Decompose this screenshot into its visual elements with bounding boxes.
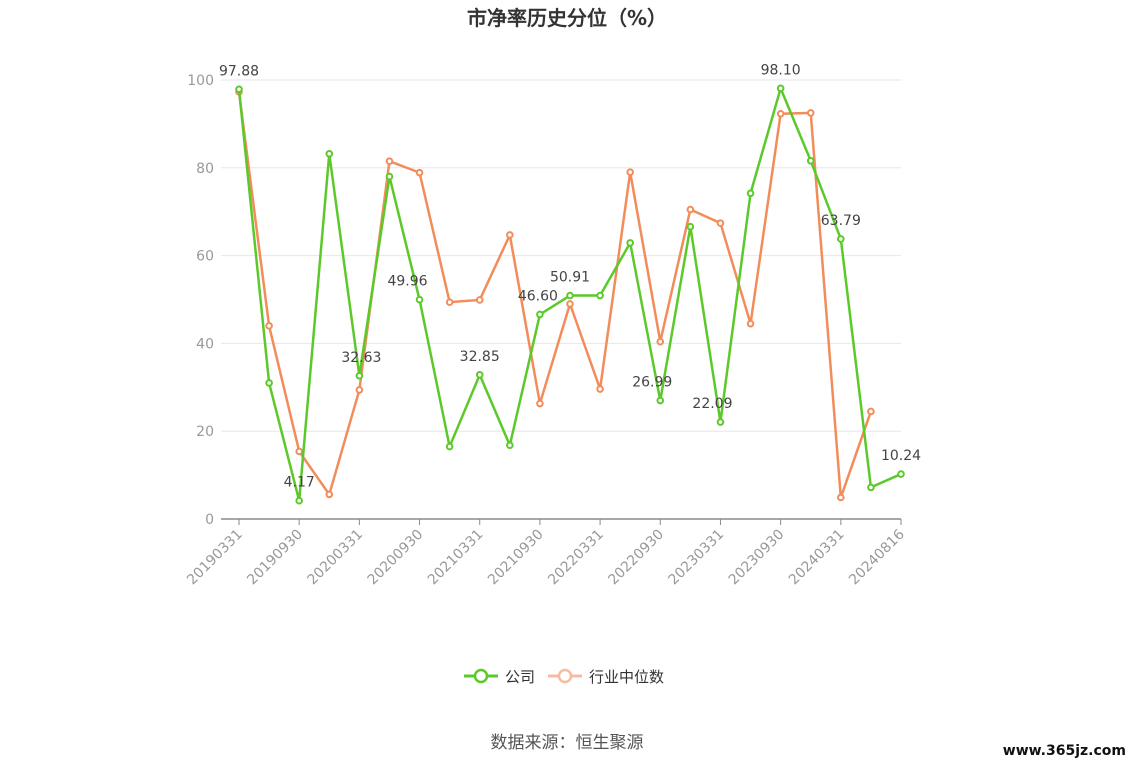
data-label: 98.10 [761, 62, 801, 78]
data-point[interactable] [566, 300, 574, 308]
data-point[interactable] [626, 239, 634, 247]
data-point[interactable] [445, 298, 454, 306]
data-point[interactable] [746, 189, 755, 198]
x-tick-label: 20210331 [425, 527, 487, 589]
data-point[interactable] [506, 441, 514, 450]
x-tick-label: 20230930 [726, 527, 788, 589]
data-point[interactable] [385, 157, 394, 166]
y-tick-label: 60 [196, 249, 214, 265]
legend[interactable]: 公司 行业中位数 [464, 668, 664, 686]
data-labels: 97.88 4.17 32.63 49.96 32.85 46.60 50.91 26.99 2… [219, 62, 921, 490]
data-point[interactable] [776, 110, 785, 118]
data-label: 22.09 [692, 396, 732, 412]
data-point[interactable] [806, 156, 815, 165]
data-point[interactable] [536, 310, 544, 319]
x-tick-label: 20220930 [605, 527, 667, 589]
data-label: 46.60 [518, 288, 558, 304]
data-point[interactable] [265, 322, 273, 330]
data-point[interactable] [837, 235, 845, 243]
y-tick-label: 40 [196, 336, 214, 352]
data-point[interactable] [596, 291, 604, 300]
data-point[interactable] [325, 490, 334, 499]
axes: 0 20 40 60 80 100 2019033120190930202003312020… [184, 73, 908, 588]
data-point[interactable] [837, 493, 845, 502]
data-label: 32.85 [460, 349, 500, 365]
data-label: 4.17 [284, 475, 315, 491]
data-point[interactable] [566, 291, 574, 300]
x-tick-label: 20240816 [846, 526, 908, 588]
data-point[interactable] [867, 407, 875, 416]
legend-item-industry-median[interactable]: 行业中位数 [548, 668, 664, 686]
data-point[interactable] [776, 84, 785, 93]
data-point[interactable] [415, 295, 424, 304]
source-text: 数据来源：恒生聚源 [491, 733, 644, 753]
data-point[interactable] [265, 379, 273, 387]
data-point[interactable] [475, 296, 484, 304]
y-tick-label: 100 [187, 73, 214, 89]
legend-item-company[interactable]: 公司 [464, 668, 535, 686]
legend-marker-icon [557, 668, 573, 684]
x-tick-label: 20190930 [244, 527, 306, 589]
legend-marker-icon [473, 668, 489, 684]
data-point[interactable] [716, 418, 725, 426]
data-point[interactable] [897, 470, 905, 478]
data-point[interactable] [295, 496, 303, 505]
data-point[interactable] [686, 205, 695, 214]
data-point[interactable] [536, 399, 544, 408]
data-point[interactable] [445, 442, 454, 451]
x-tick-label: 20220331 [545, 527, 607, 589]
data-point[interactable] [355, 371, 364, 380]
data-point[interactable] [716, 219, 725, 227]
x-tick-label: 20210930 [485, 527, 547, 589]
data-label: 63.79 [821, 213, 861, 229]
legend-label: 行业中位数 [589, 668, 664, 686]
data-label: 32.63 [341, 350, 381, 366]
y-tick-label: 0 [205, 512, 214, 528]
x-tick-label: 20200930 [365, 527, 427, 589]
data-point[interactable] [385, 172, 394, 181]
data-label: 97.88 [219, 63, 259, 79]
data-point[interactable] [415, 168, 424, 177]
data-point[interactable] [656, 396, 665, 405]
y-tick-label: 80 [196, 161, 214, 177]
series-line-industry-median [237, 91, 873, 499]
data-point[interactable] [596, 385, 604, 393]
series-layer [235, 84, 905, 505]
data-point[interactable] [656, 337, 665, 346]
legend-label: 公司 [505, 668, 535, 686]
grid [221, 79, 901, 432]
data-point[interactable] [295, 447, 303, 456]
x-tick-label: 20230331 [666, 527, 728, 589]
watermark: www.365jz.com [1003, 743, 1126, 759]
data-point[interactable] [355, 386, 364, 394]
data-label: 49.96 [387, 274, 427, 290]
x-tick-label: 20240331 [786, 527, 848, 589]
data-label: 50.91 [550, 270, 590, 286]
data-point[interactable] [325, 149, 334, 158]
data-point[interactable] [475, 370, 484, 379]
data-point[interactable] [235, 85, 243, 94]
data-label: 26.99 [632, 375, 672, 391]
x-tick-label: 20200331 [304, 527, 366, 589]
data-point[interactable] [626, 168, 634, 176]
data-point[interactable] [867, 483, 875, 492]
chart-title: 市净率历史分位（%） [467, 6, 667, 30]
y-tick-label: 20 [196, 424, 214, 440]
x-tick-label: 20190331 [184, 527, 246, 589]
data-label: 10.24 [881, 448, 921, 464]
data-point[interactable] [506, 231, 514, 239]
data-point[interactable] [746, 319, 755, 328]
data-point[interactable] [686, 222, 695, 231]
data-point[interactable] [806, 109, 815, 117]
